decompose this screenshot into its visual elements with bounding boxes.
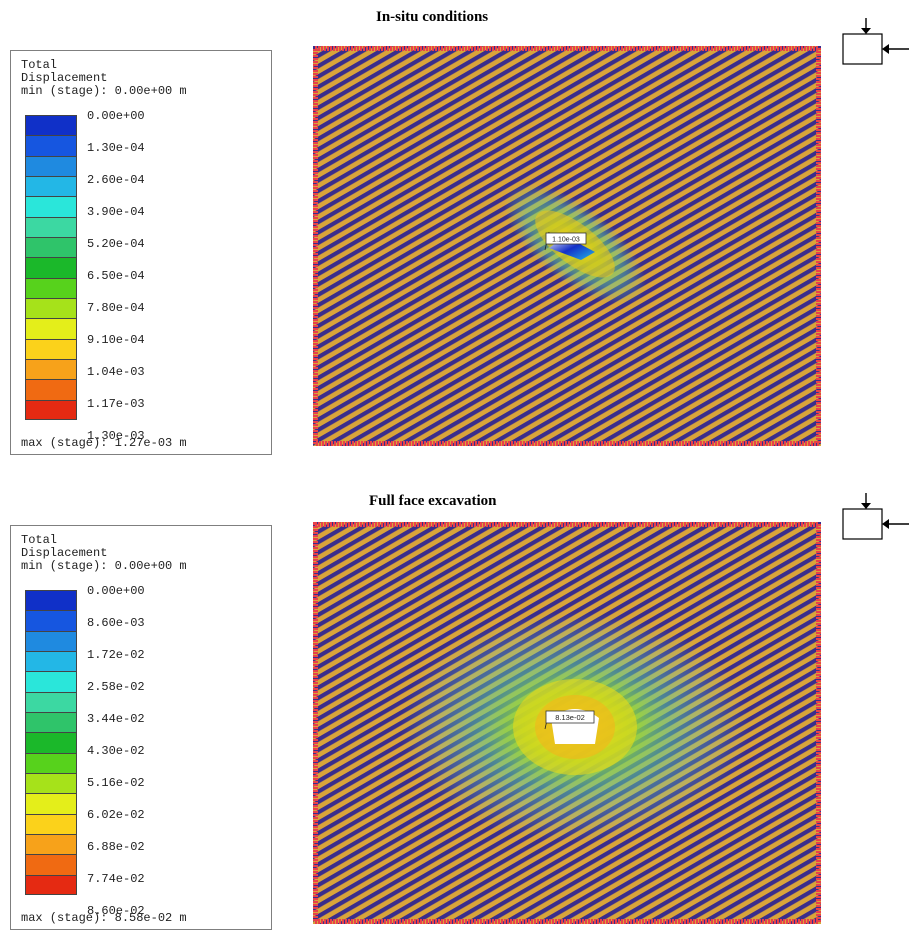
legend-swatch <box>25 691 77 712</box>
legend-tick-label: 1.72e-02 <box>87 648 145 662</box>
legend-swatch <box>25 216 77 237</box>
contour-plot-insitu: 1.10e-03 <box>313 46 821 446</box>
legend-header-line: min (stage): 0.00e+00 m <box>21 84 187 98</box>
legend-header-line: Total <box>21 533 58 547</box>
annotation-value: 8.13e-02 <box>555 713 585 722</box>
legend-swatch <box>25 610 77 631</box>
legend-swatch <box>25 175 77 197</box>
model-boundary <box>313 522 821 924</box>
legend-tick-label: 1.30e-04 <box>87 141 145 155</box>
legend-swatch <box>25 711 77 733</box>
legend-tick-label: 6.02e-02 <box>87 808 145 822</box>
legend-tick-label: 0.00e+00 <box>87 109 145 123</box>
legend-header-line: Displacement <box>21 546 108 560</box>
legend-tick-label: 6.50e-04 <box>87 269 145 283</box>
boundary-support-icon <box>842 18 909 65</box>
legend-header-line: min (stage): 0.00e+00 m <box>21 559 187 573</box>
legend-swatch <box>25 772 77 794</box>
legend-swatch <box>25 297 77 319</box>
legend-tick-label: 3.44e-02 <box>87 712 145 726</box>
legend-swatch <box>25 277 77 298</box>
legend-swatch <box>25 650 77 672</box>
legend-swatch <box>25 257 77 278</box>
legend-tick-label: 6.88e-02 <box>87 840 145 854</box>
legend-tick-label: 3.90e-04 <box>87 205 145 219</box>
model-boundary <box>313 46 821 446</box>
legend-swatch <box>25 196 77 217</box>
legend-footer: max (stage): 8.58e-02 m <box>21 911 187 925</box>
panel-title-excavation: Full face excavation <box>369 493 497 509</box>
legend-swatch <box>25 874 77 895</box>
legend-swatch <box>25 358 77 380</box>
legend-tick-label: 9.10e-04 <box>87 333 145 347</box>
legend-tick-label: 8.60e-02 <box>87 904 145 918</box>
legend-insitu: Total Displacement min (stage): 0.00e+00… <box>10 50 272 455</box>
legend-header-line: Total <box>21 58 58 72</box>
annotation-value: 1.10e-03 <box>552 237 580 244</box>
boundary-support-icon <box>842 493 909 540</box>
legend-tick-label: 0.00e+00 <box>87 584 145 598</box>
legend-swatch <box>25 590 77 611</box>
legend-swatch <box>25 630 77 651</box>
legend-tick-label: 1.04e-03 <box>87 365 145 379</box>
legend-swatch <box>25 338 77 359</box>
legend-swatch <box>25 833 77 855</box>
legend-tick-label: 1.17e-03 <box>87 397 145 411</box>
legend-swatch <box>25 752 77 773</box>
legend-swatch <box>25 379 77 400</box>
legend-tick-label: 7.80e-04 <box>87 301 145 315</box>
legend-swatch <box>25 115 77 136</box>
legend-tick-label: 4.30e-02 <box>87 744 145 758</box>
legend-swatch <box>25 793 77 814</box>
panel-title-insitu: In-situ conditions <box>376 9 489 25</box>
annotation-box <box>545 710 595 724</box>
legend-swatch <box>25 854 77 875</box>
legend-swatch <box>25 318 77 339</box>
legend-tick-label: 5.20e-04 <box>87 237 145 251</box>
annotation-box <box>545 232 587 245</box>
legend-swatch <box>25 236 77 258</box>
legend-tick-label: 2.60e-04 <box>87 173 145 187</box>
legend-footer: max (stage): 1.27e-03 m <box>21 436 187 450</box>
legend-swatch <box>25 155 77 176</box>
legend-swatch <box>25 732 77 753</box>
legend-swatch <box>25 135 77 156</box>
legend-tick-label: 5.16e-02 <box>87 776 145 790</box>
legend-header-line: Displacement <box>21 71 108 85</box>
legend-tick-label: 7.74e-02 <box>87 872 145 886</box>
legend-tick-label: 8.60e-03 <box>87 616 145 630</box>
contour-plot-excavation: 8.13e-02 <box>313 522 821 924</box>
legend-tick-label: 1.30e-03 <box>87 429 145 443</box>
legend-swatch <box>25 399 77 420</box>
legend-tick-label: 2.58e-02 <box>87 680 145 694</box>
legend-swatch <box>25 813 77 834</box>
legend-excavation: Total Displacement min (stage): 0.00e+00… <box>10 525 272 930</box>
legend-swatch <box>25 671 77 692</box>
